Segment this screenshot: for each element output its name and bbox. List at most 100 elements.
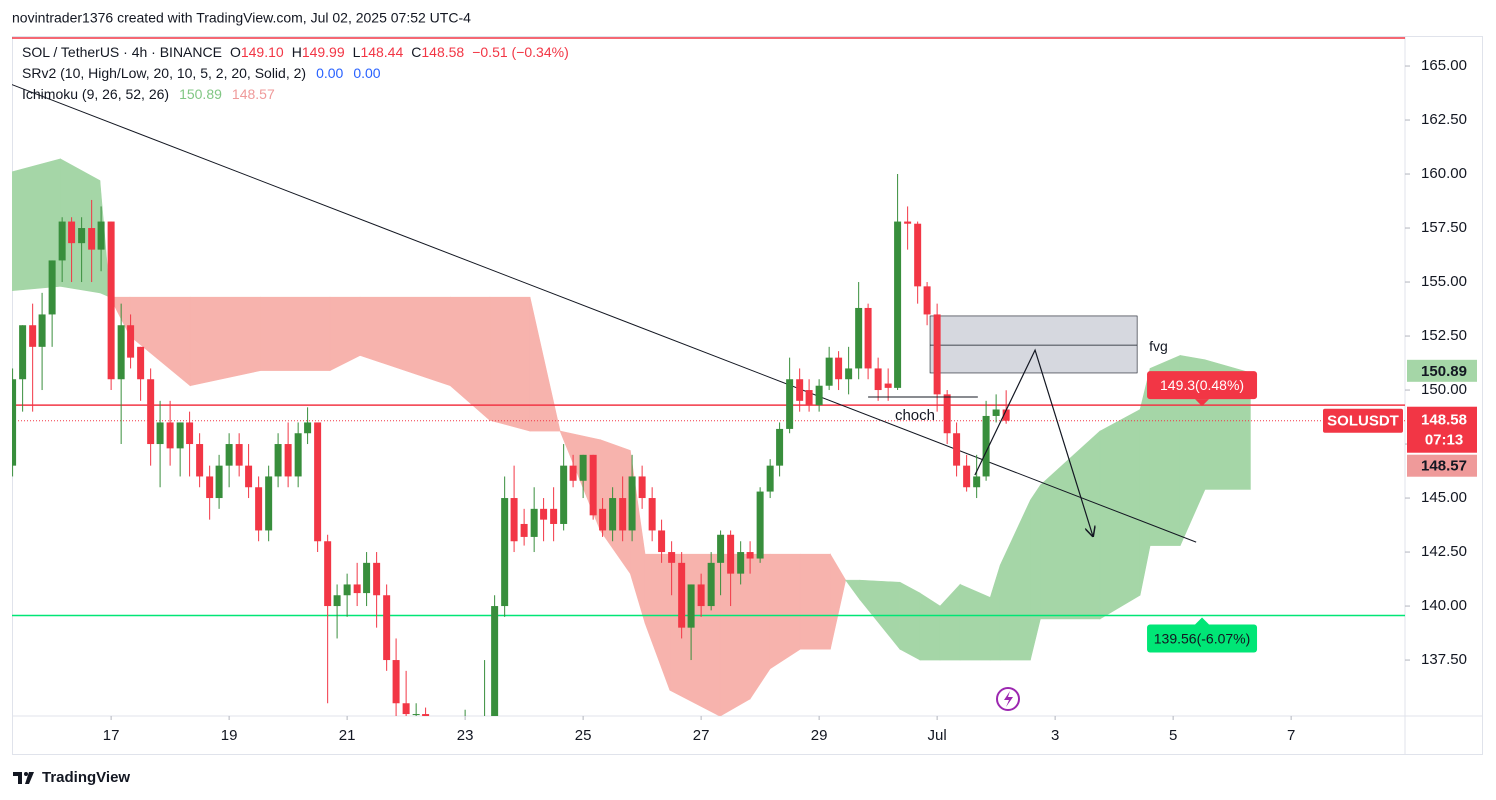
candle-body: [589, 454, 597, 516]
indicator-legend: Ichimoku (9, 26, 52, 26) 150.89 148.57: [22, 86, 275, 102]
ichimoku-cloud: [1099, 408, 1141, 620]
symbol: SOL / TetherUS · 4h · BINANCE: [22, 44, 222, 60]
candle-body: [510, 498, 518, 542]
candle-body: [943, 394, 951, 434]
indicator-legend: SRv2 (10, High/Low, 20, 10, 5, 2, 20, So…: [22, 65, 381, 81]
y-tick-label: 160.00: [1421, 165, 1467, 182]
y-tick-label: 137.50: [1421, 651, 1467, 668]
candle-body: [569, 465, 577, 481]
x-tick-label: 29: [811, 727, 828, 744]
y-tick-label: 140.00: [1421, 597, 1467, 614]
indicator-value: 148.57: [232, 86, 275, 102]
y-tick-label: 152.50: [1421, 327, 1467, 344]
candle-body: [825, 357, 833, 386]
candle-body: [147, 379, 155, 445]
ichimoku-cloud: [830, 553, 846, 650]
candle-body: [48, 260, 56, 315]
candle-body: [786, 379, 794, 429]
symbol-badge-text: SOLUSDT: [1327, 413, 1399, 430]
ohlc-value: 148.58: [421, 44, 464, 60]
candle-body: [491, 606, 499, 716]
candle-body: [737, 552, 745, 574]
candle-body: [884, 383, 892, 388]
candle-body: [215, 465, 223, 499]
ichimoku-cloud: [769, 553, 801, 670]
ohlc-label: O: [230, 44, 241, 60]
fvg-box: [929, 315, 1138, 374]
projection-arrow: [974, 348, 1093, 536]
candle-body: [717, 534, 725, 563]
y-tick-label: 157.50: [1421, 219, 1467, 236]
candle-body: [225, 444, 233, 466]
indicator-value: 150.89: [179, 86, 222, 102]
candle-body: [560, 465, 568, 524]
level-label-box: [1147, 371, 1258, 400]
replay-icon[interactable]: [996, 687, 1020, 711]
candle-body: [88, 228, 96, 250]
ohlc-value: 149.10: [241, 44, 284, 60]
candle-body: [294, 433, 302, 477]
candle-body: [412, 714, 420, 716]
ichimoku-cloud: [719, 553, 751, 716]
candle-body: [501, 498, 509, 607]
axis-badge: [1407, 454, 1477, 477]
ichimoku-cloud: [60, 158, 101, 294]
y-tick-label: 145.00: [1421, 489, 1467, 506]
level-label-pointer: [1195, 399, 1210, 407]
candle-body: [835, 357, 843, 380]
candle-body: [422, 714, 430, 716]
ichimoku-cloud: [260, 296, 331, 371]
candle-body: [235, 444, 243, 466]
plot-area: [12, 37, 1405, 716]
candle-body: [265, 476, 273, 531]
candle-body: [117, 325, 125, 380]
candle-body: [19, 325, 27, 380]
indicator-value: 0.00: [316, 65, 343, 81]
change: −0.51 (−0.34%): [472, 44, 569, 60]
candle-body: [29, 325, 37, 347]
candle-body: [196, 444, 204, 477]
indicator-value: 0.00: [353, 65, 380, 81]
candle-body: [579, 454, 587, 481]
candle-body: [678, 562, 686, 628]
candle-body: [1002, 409, 1010, 421]
ichimoku-cloud: [959, 583, 991, 661]
ohlc-label: L: [353, 44, 361, 60]
candle-body: [58, 221, 66, 261]
candle-body: [68, 221, 76, 244]
candle-body: [697, 584, 705, 607]
candle-body: [333, 595, 341, 607]
x-tick-label: 25: [575, 727, 592, 744]
candle-body: [796, 379, 804, 401]
x-tick-label: 3: [1051, 727, 1059, 744]
candle-body: [687, 584, 695, 628]
candle-body: [668, 552, 676, 563]
level-label: 149.3(0.48%): [1160, 377, 1244, 393]
candle-body: [38, 314, 46, 347]
candle-body: [864, 307, 872, 369]
candle-body: [766, 465, 774, 492]
ohlc-label: H: [292, 44, 302, 60]
x-tick-label: 5: [1169, 727, 1177, 744]
ohlc-value: 148.44: [360, 44, 403, 60]
x-tick-label: 7: [1287, 727, 1295, 744]
candle-body: [746, 552, 754, 559]
candle-body: [373, 562, 381, 596]
y-tick-label: 150.00: [1421, 381, 1467, 398]
ichimoku-cloud: [489, 296, 531, 432]
price-badge-value: 148.58: [1421, 412, 1467, 429]
candle-body: [186, 422, 194, 445]
candle-body: [874, 368, 882, 391]
candle-body: [166, 422, 174, 449]
candle-body: [619, 498, 627, 531]
symbol-badge: [1323, 408, 1403, 433]
fvg-label: fvg: [1149, 338, 1168, 354]
level-label: 139.56(-6.07%): [1154, 630, 1251, 646]
axis-badge: [1407, 359, 1477, 382]
candle-body: [107, 221, 115, 380]
ichimoku-cloud: [189, 296, 261, 387]
tv-logo: [13, 772, 34, 784]
axis-badge-text: 150.89: [1421, 363, 1467, 380]
candle-body: [805, 390, 813, 406]
ohlc-label: C: [411, 44, 421, 60]
